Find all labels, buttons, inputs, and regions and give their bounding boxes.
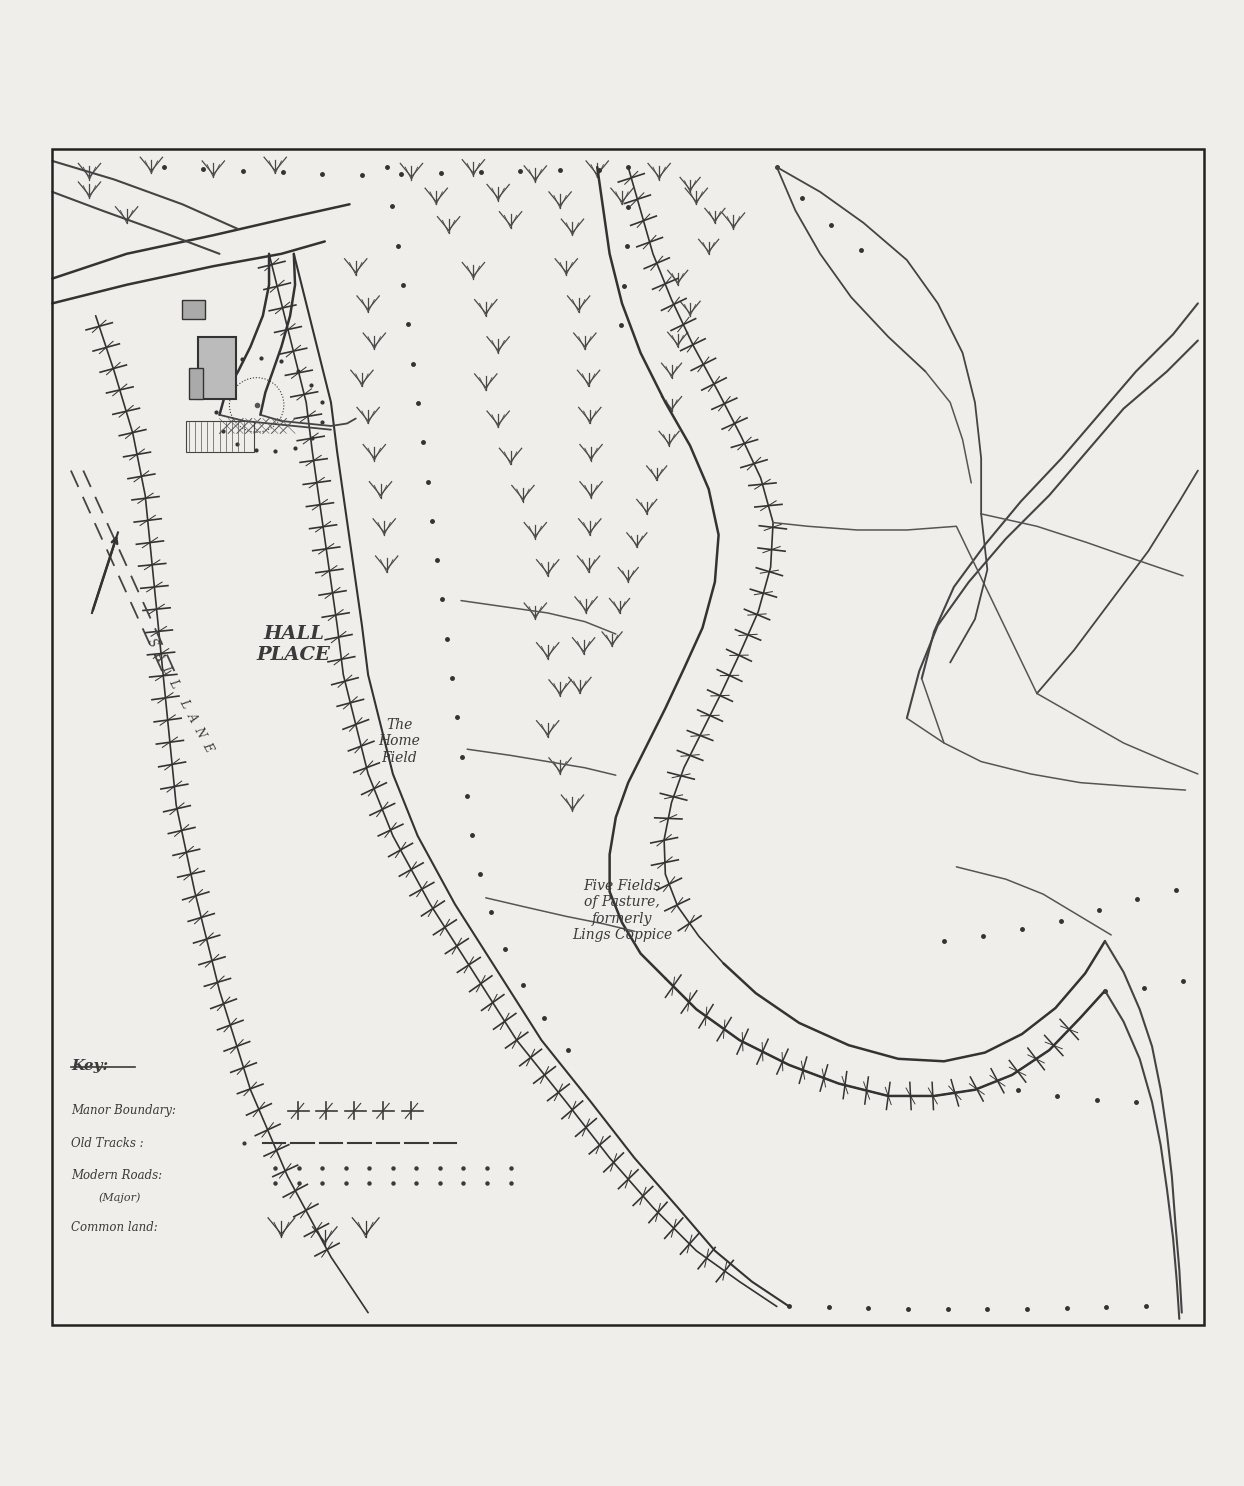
Bar [189,367,204,398]
Text: HALL
PLACE: HALL PLACE [256,626,331,664]
Text: The
Home
Field: The Home Field [378,718,420,765]
Text: Modern Roads:: Modern Roads: [71,1168,162,1181]
Text: Old Tracks :: Old Tracks : [71,1137,143,1150]
Text: Five Fields
of Pasture,
formerly
Lings Coppice: Five Fields of Pasture, formerly Lings C… [572,880,672,942]
Text: Common land:: Common land: [71,1220,158,1233]
Text: Manor Boundary:: Manor Boundary: [71,1104,175,1117]
Bar [183,300,205,319]
Text: (Major): (Major) [98,1192,141,1202]
Text: S  A  L  L    L  A  N  E: S A L L L A N E [144,637,215,755]
Bar [187,421,254,452]
Bar [199,337,235,398]
Text: Key:: Key: [71,1060,108,1073]
